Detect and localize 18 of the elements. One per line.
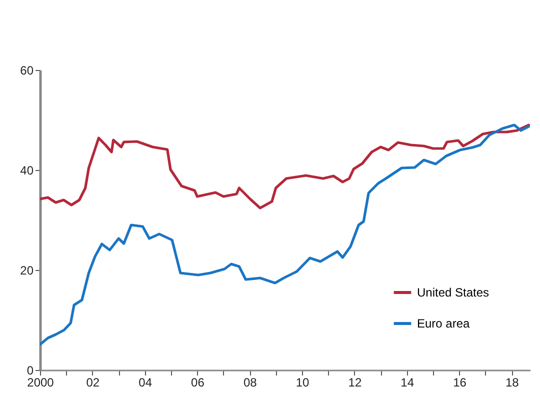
x-tick-label: 06 [191,376,205,390]
legend-label: Euro area [417,316,470,330]
y-tick-label: 0 [26,364,34,378]
y-tick-label: 60 [20,64,34,78]
x-tick-label: 14 [400,376,414,390]
x-tick-label: 18 [505,376,520,390]
x-tick-label: 02 [86,376,100,390]
x-tick-label: 10 [296,376,310,390]
x-tick-label: 08 [243,376,258,390]
x-tick-label: 04 [138,376,152,390]
legend-label: United States [417,286,490,300]
line-series [40,124,530,210]
y-tick-label: 40 [20,164,34,178]
y-tick-label: 20 [20,264,34,278]
x-tick-label: 2000 [27,376,54,390]
x-tick-label: 16 [453,376,467,390]
line-series [40,124,530,346]
x-tick-label: 12 [348,376,362,390]
